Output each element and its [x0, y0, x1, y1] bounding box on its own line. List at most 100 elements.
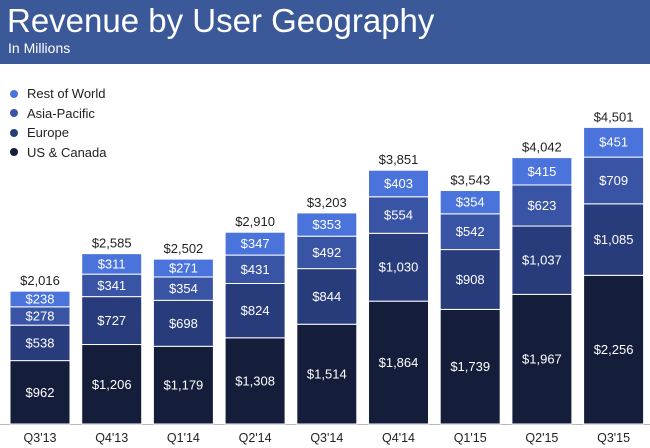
segment-value-label: $492: [312, 245, 341, 260]
bar-segment: [296, 235, 358, 270]
segment-value-label: $542: [456, 224, 485, 239]
segment-value-label: $278: [26, 308, 55, 323]
bar-total-label: $2,502: [164, 241, 204, 256]
bar-segment: [583, 126, 645, 158]
legend-label: Asia-Pacific: [27, 105, 95, 121]
bar-segment: [224, 254, 286, 285]
bar-total-label: $4,042: [522, 140, 562, 155]
bar-segment: [9, 360, 71, 425]
segment-value-label: $271: [169, 261, 198, 276]
bar-segment: [81, 296, 143, 346]
segment-value-label: $354: [456, 195, 485, 210]
legend-item-rest-of-world: Rest of World: [10, 84, 107, 104]
legend-label: US & Canada: [27, 144, 107, 160]
segment-value-label: $1,967: [522, 352, 562, 367]
bar-segment: [439, 249, 501, 310]
legend-label: Europe: [27, 125, 69, 141]
x-tick-label: Q3'15: [597, 431, 630, 445]
segment-value-label: $908: [456, 272, 485, 287]
segment-value-label: $1,739: [450, 359, 490, 374]
segment-value-label: $1,308: [235, 373, 275, 388]
segment-value-label: $238: [26, 291, 55, 306]
chart-subtitle: In Millions: [8, 40, 71, 56]
x-tick-label: Q3'13: [24, 431, 57, 445]
bar-segment: [511, 293, 573, 425]
bar-total-label: $3,851: [379, 152, 419, 167]
bar-total-label: $3,203: [307, 195, 347, 210]
segment-value-label: $451: [599, 135, 628, 150]
bar-total-label: $2,016: [20, 273, 60, 288]
chart-title: Revenue by User Geography: [7, 2, 435, 39]
bar-segment: [583, 203, 645, 276]
segment-value-label: $431: [241, 262, 270, 277]
x-tick-label: Q1'15: [454, 431, 487, 445]
x-tick-label: Q4'14: [382, 431, 415, 445]
bar-segment: [368, 169, 429, 198]
segment-value-label: $698: [169, 316, 198, 331]
legend-item-europe: Europe: [10, 123, 107, 143]
segment-value-label: $962: [26, 385, 55, 400]
bar-segment: [368, 300, 429, 425]
segment-value-label: $623: [527, 198, 556, 213]
segment-value-label: $353: [312, 217, 341, 232]
bar-segment: [224, 283, 286, 339]
segment-value-label: $1,085: [594, 232, 634, 247]
segment-value-label: $727: [97, 313, 126, 328]
segment-value-label: $347: [241, 236, 270, 251]
segment-value-label: $311: [98, 256, 126, 271]
segment-value-label: $1,030: [379, 260, 419, 275]
x-tick-label: Q1'14: [167, 431, 200, 445]
segment-value-label: $403: [384, 176, 413, 191]
bar-segment: [296, 212, 358, 237]
legend-marker: [10, 89, 18, 98]
bar-total-label: $2,585: [92, 236, 132, 251]
bar-total-label: $2,910: [235, 214, 275, 229]
legend-item-us-canada: US & Canada: [10, 143, 107, 163]
x-tick-label: Q2'15: [525, 431, 558, 445]
segment-value-label: $538: [26, 335, 55, 350]
segment-value-label: $844: [312, 289, 341, 304]
legend-item-asia-pacific: Asia-Pacific: [10, 104, 107, 124]
bar-segment: [511, 225, 573, 295]
legend-marker: [10, 109, 18, 118]
x-tick-label: Q3'14: [310, 431, 343, 445]
segment-value-label: $824: [241, 303, 270, 318]
segment-value-label: $1,206: [92, 377, 132, 392]
legend-marker: [10, 148, 18, 157]
x-tick-label: Q2'14: [239, 431, 272, 445]
bar-segment: [368, 196, 429, 234]
segment-value-label: $1,179: [164, 378, 204, 393]
segment-value-label: $415: [527, 164, 556, 179]
bar-segment: [439, 308, 501, 425]
segment-value-label: $341: [97, 278, 126, 293]
title-banner: Revenue by User Geography In Millions: [0, 0, 650, 64]
bar-segment: [152, 299, 214, 347]
bar-segment: [224, 337, 286, 425]
legend-marker: [10, 128, 18, 137]
bar-segment: [511, 157, 573, 186]
legend-label: Rest of World: [27, 86, 106, 102]
segment-value-label: $2,256: [594, 342, 634, 357]
bar-segment: [368, 232, 429, 302]
bar-segment: [296, 323, 358, 425]
bar-segment: [81, 344, 143, 425]
segment-value-label: $1,514: [307, 367, 347, 382]
bar-segment: [296, 268, 358, 325]
segment-value-label: $354: [169, 281, 198, 296]
bar-segment: [81, 253, 143, 275]
bar-segment: [152, 345, 214, 425]
bar-segment: [224, 231, 286, 256]
segment-value-label: $1,037: [522, 253, 562, 268]
bar-segment: [583, 156, 645, 205]
bar-segment: [439, 190, 501, 215]
segment-value-label: $1,864: [379, 355, 419, 370]
segment-value-label: $554: [384, 208, 413, 223]
x-tick-label: Q4'13: [95, 431, 128, 445]
chart-legend: Rest of World Asia-Pacific Europe US & C…: [10, 84, 107, 162]
segment-value-label: $709: [599, 173, 628, 188]
bar-total-label: $4,501: [594, 109, 634, 124]
bar-segment: [9, 290, 71, 308]
bar-total-label: $3,543: [450, 173, 490, 188]
bar-segment: [152, 258, 214, 278]
